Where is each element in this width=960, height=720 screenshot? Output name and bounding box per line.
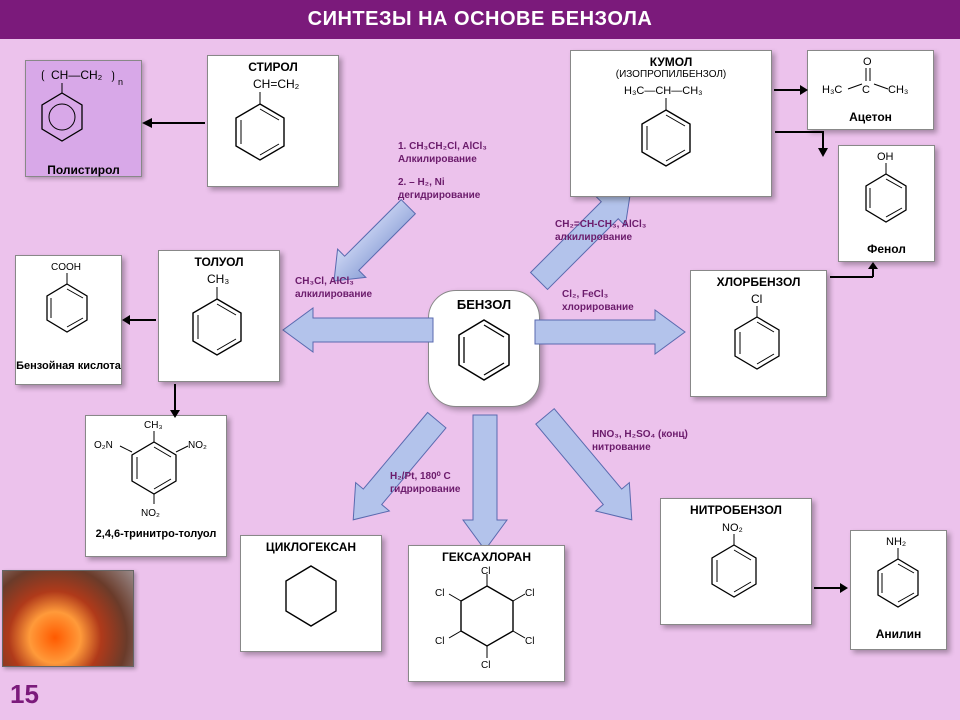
svg-text:O: O: [863, 56, 872, 68]
svg-text:C: C: [862, 84, 870, 96]
node-cumene: КУМОЛ (ИЗОПРОПИЛБЕНЗОЛ) H₃C—CH—CH₃: [570, 50, 772, 197]
arrow-to-phenol: [773, 130, 843, 160]
svg-text:Cl: Cl: [481, 660, 490, 671]
svg-text:CH=CH₂: CH=CH₂: [253, 77, 300, 91]
node-hexa: ГЕКСАХЛОРАН Cl Cl Cl Cl Cl Cl: [408, 545, 565, 682]
arrow-toluene: [278, 300, 438, 360]
node-acetone: O H₃C C CH₃ Ацетон: [807, 50, 934, 130]
svg-text:O₂N: O₂N: [94, 440, 113, 451]
tnt-label: 2,4,6-тринитро-толуол: [86, 524, 226, 544]
cyclohex-title: ЦИКЛОГЕКСАН: [241, 536, 381, 554]
rxn-hydro: H₂/Pt, 180⁰ C гидрирование: [390, 470, 460, 496]
styrene-title: СТИРОЛ: [208, 56, 338, 74]
cumene-subtitle: (ИЗОПРОПИЛБЕНЗОЛ): [571, 69, 771, 80]
arrow-to-benzoic: [120, 310, 160, 330]
rxn-cumene: CH₂=CH-CH₃, AlCl₃ алкилирование: [555, 218, 646, 244]
svg-text:⟮: ⟮: [41, 68, 45, 82]
node-cyclohex: ЦИКЛОГЕКСАН: [240, 535, 382, 652]
phenol-label: Фенол: [839, 238, 934, 256]
node-polystyrene: ⟮ CH—CH₂ ⟯ n Полистирол: [25, 60, 142, 177]
svg-text:H₃C—CH—CH₃: H₃C—CH—CH₃: [624, 85, 703, 97]
svg-text:OH: OH: [877, 151, 894, 163]
node-chloro: ХЛОРБЕНЗОЛ Cl: [690, 270, 827, 397]
arrow-chloro-phenol: [825, 262, 885, 282]
node-nitro: НИТРОБЕНЗОЛ NO₂: [660, 498, 812, 625]
hexa-title: ГЕКСАХЛОРАН: [409, 546, 564, 564]
arrow-to-aniline: [812, 578, 852, 598]
chloro-title: ХЛОРБЕНЗОЛ: [691, 271, 826, 289]
arrow-to-polystyrene: [140, 113, 210, 133]
node-styrene: СТИРОЛ CH=CH₂: [207, 55, 339, 187]
node-toluene: ТОЛУОЛ CH₃: [158, 250, 280, 382]
page-number: 15: [10, 679, 39, 710]
svg-text:NO₂: NO₂: [188, 440, 207, 451]
svg-text:NH₂: NH₂: [886, 536, 906, 548]
node-aniline: NH₂ Анилин: [850, 530, 947, 650]
arrow-to-acetone: [772, 80, 810, 100]
svg-text:Cl: Cl: [435, 636, 444, 647]
rxn-chloro: Cl₂, FeCl₃ хлорирование: [562, 288, 634, 314]
svg-text:Cl: Cl: [481, 566, 490, 577]
arrow-to-tnt: [165, 382, 185, 420]
benzoic-label: Бензойная кислота: [16, 356, 121, 372]
page-title: СИНТЕЗЫ НА ОСНОВЕ БЕНЗОЛА: [0, 0, 960, 39]
svg-text:n: n: [118, 77, 123, 87]
toluene-title: ТОЛУОЛ: [159, 251, 279, 269]
svg-text:⟯: ⟯: [111, 68, 115, 82]
svg-text:CH₃: CH₃: [144, 420, 163, 431]
node-tnt: CH₃ O₂N NO₂ NO₂ 2,4,6-тринитро-толуол: [85, 415, 227, 557]
svg-text:CH₃: CH₃: [207, 272, 229, 286]
svg-text:Cl: Cl: [435, 588, 444, 599]
aniline-label: Анилин: [851, 623, 946, 641]
svg-text:NO₂: NO₂: [722, 522, 743, 534]
rxn-styrene: 1. CH₃CH₂Cl, AlCl₃ Алкилирование 2. – H₂…: [398, 140, 487, 202]
acetone-label: Ацетон: [808, 106, 933, 124]
svg-text:CH—CH₂: CH—CH₂: [51, 68, 103, 82]
explosion-image: [2, 570, 134, 667]
svg-text:CH₃: CH₃: [888, 84, 908, 96]
svg-text:COOH: COOH: [51, 262, 81, 273]
rxn-nitro: HNO₃, H₂SO₄ (конц) нитрование: [592, 428, 688, 454]
rxn-toluene: CH₃Cl, AlCl₃ алкилирование: [295, 275, 372, 301]
svg-text:Cl: Cl: [751, 292, 762, 306]
polystyrene-label: Полистирол: [26, 159, 141, 177]
arrow-nitro: [510, 390, 670, 550]
node-benzoic: COOH Бензойная кислота: [15, 255, 122, 385]
svg-text:Cl: Cl: [525, 588, 534, 599]
svg-text:NO₂: NO₂: [141, 508, 160, 519]
node-phenol: OH Фенол: [838, 145, 935, 262]
svg-text:Cl: Cl: [525, 636, 534, 647]
cumene-title: КУМОЛ: [571, 51, 771, 69]
svg-text:H₃C: H₃C: [822, 84, 842, 96]
nitro-title: НИТРОБЕНЗОЛ: [661, 499, 811, 517]
